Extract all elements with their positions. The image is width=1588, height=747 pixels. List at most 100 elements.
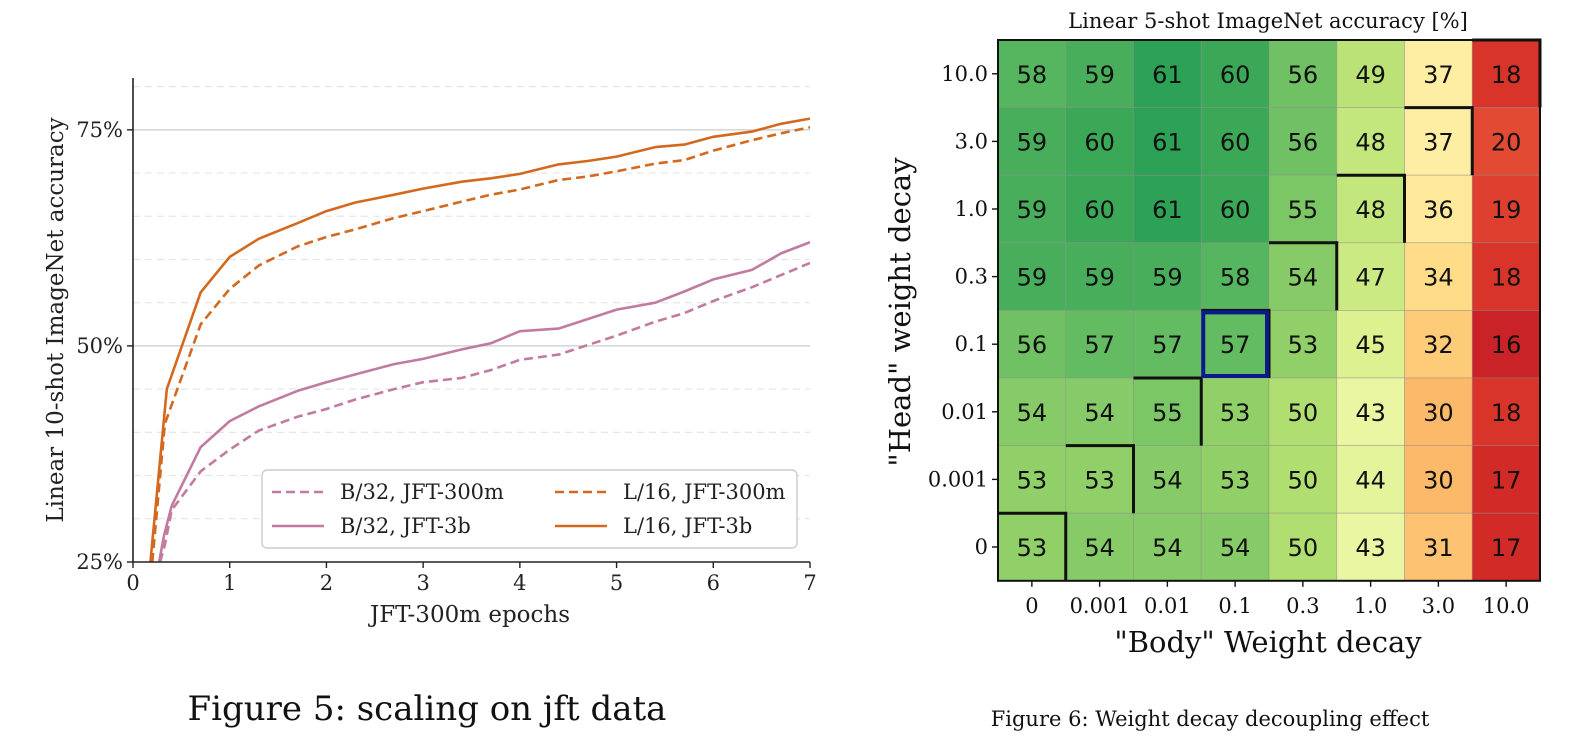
heatmap-cell: [1471, 445, 1541, 514]
cell-value-label: 60: [1220, 61, 1251, 89]
heatmap-x-tick-label: 0.3: [1286, 594, 1319, 618]
cell-value-label: 61: [1152, 128, 1183, 156]
heatmap-cell: [1268, 39, 1338, 108]
cell-value-label: 36: [1423, 196, 1454, 224]
heatmap-cell: [997, 174, 1067, 244]
cell-value-label: 30: [1423, 466, 1454, 494]
heatmap-cell: [1133, 377, 1202, 446]
cell-value-label: 53: [1017, 534, 1048, 562]
heatmap-x-axis-label: "Body" Weight decay: [1114, 625, 1422, 659]
x-tick-label: 4: [513, 571, 526, 595]
cell-value-label: 61: [1152, 196, 1183, 224]
heatmap-cell: [1268, 377, 1338, 446]
cell-value-label: 59: [1017, 196, 1048, 224]
cell-value-label: 31: [1423, 534, 1454, 562]
heatmap-cell: [997, 445, 1067, 514]
line-chart-series: [149, 117, 810, 562]
x-tick-label: 0: [126, 571, 139, 595]
heatmap-cell: [1404, 377, 1473, 446]
cell-value-label: 60: [1220, 196, 1251, 224]
heatmap-x-tick-label: 3.0: [1422, 594, 1455, 618]
heatmap-title: Linear 5-shot ImageNet accuracy [%]: [1068, 9, 1468, 33]
heatmap-x-tick-labels: 0 0.001 0.01 0.1 0.3 1.0 3.0 10.0: [1025, 580, 1530, 618]
cell-value-label: 53: [1288, 331, 1319, 359]
cell-value-label: 55: [1152, 399, 1183, 427]
cell-value-label: 59: [1017, 264, 1048, 292]
cell-value-label: 57: [1084, 331, 1115, 359]
series-line-b-32-jft-3b: [157, 240, 810, 562]
cell-value-label: 57: [1152, 331, 1183, 359]
x-tick-label: 6: [707, 571, 720, 595]
legend-box: [261, 469, 798, 549]
highlighted-cell: [1201, 310, 1269, 378]
cell-value-label: 16: [1491, 331, 1522, 359]
cell-value-label: 57: [1220, 331, 1251, 359]
cell-value-label: 60: [1084, 128, 1115, 156]
heatmap-y-tick-labels: 10.0 3.0 1.0 0.3 0.1 0.01 0.001 0: [928, 62, 998, 559]
heatmap-cell: [1471, 512, 1541, 582]
cell-value-label: 56: [1288, 61, 1319, 89]
cell-value-label: 48: [1355, 196, 1386, 224]
cell-value-label: 37: [1423, 61, 1454, 89]
heatmap-cell: [1200, 39, 1270, 108]
cell-value-label: 59: [1017, 128, 1048, 156]
cell-value-label: 55: [1288, 196, 1319, 224]
y-tick-label: 75%: [76, 118, 123, 142]
x-tick-label: 7: [803, 571, 816, 595]
cell-value-label: 59: [1084, 264, 1115, 292]
legend: B/32, JFT-300m L/16, JFT-300m B/32, JFT-3b…: [261, 469, 798, 549]
heatmap-cell: [1268, 512, 1338, 582]
y-tick-labels: 25% 50% 75%: [76, 118, 133, 574]
heatmap-cell: [1065, 39, 1134, 108]
heatmap-y-tick-label: 0: [975, 535, 988, 559]
heatmap-cell: [1404, 512, 1473, 582]
cell-value-label: 58: [1220, 264, 1251, 292]
heatmap-cell: [1471, 39, 1541, 108]
x-tick-labels: 0 1 2 3 4 5 6 7: [126, 562, 817, 595]
cell-value-label: 50: [1288, 466, 1319, 494]
heatmap-cell: [1336, 512, 1405, 582]
x-tick-label: 1: [223, 571, 236, 595]
cell-value-label: 50: [1288, 534, 1319, 562]
cell-value-label: 56: [1017, 331, 1048, 359]
heatmap-cell: [1268, 445, 1338, 514]
x-tick-label: 5: [610, 571, 623, 595]
heatmap-cell: [997, 512, 1067, 582]
legend-label: L/16, JFT-3b: [623, 514, 752, 538]
heatmap-y-tick-label: 3.0: [955, 129, 988, 153]
cell-value-label: 32: [1423, 331, 1454, 359]
y-tick-label: 50%: [76, 334, 123, 358]
heatmap-x-tick-label: 10.0: [1483, 594, 1530, 618]
heatmap-cell: [1404, 242, 1473, 311]
heatmap-y-tick-label: 1.0: [955, 197, 988, 221]
x-axis-label: JFT-300m epochs: [368, 602, 570, 628]
legend-label: B/32, JFT-3b: [340, 514, 471, 538]
heatmap-cell: [1065, 174, 1134, 244]
cell-value-label: 60: [1220, 128, 1251, 156]
x-tick-label: 3: [416, 571, 429, 595]
heatmap-x-tick-label: 0: [1025, 594, 1038, 618]
cell-value-label: 45: [1355, 331, 1386, 359]
cell-value-label: 18: [1491, 399, 1522, 427]
cell-value-label: 54: [1017, 399, 1048, 427]
heatmap-cell: [1471, 242, 1541, 311]
legend-label: L/16, JFT-300m: [623, 480, 786, 504]
heatmap-cell: [1065, 445, 1134, 514]
line-chart: 0 1 2 3 4 5 6 7 25% 50% 75% JFT-300m epochs Linea…: [43, 78, 817, 628]
cell-value-label: 18: [1491, 264, 1522, 292]
cell-value-label: 53: [1220, 399, 1251, 427]
heatmap-x-tick-label: 0.001: [1070, 594, 1130, 618]
heatmap-cell: [1065, 309, 1134, 379]
cell-value-label: 54: [1220, 534, 1251, 562]
y-axis-label: Linear 10-shot ImageNet accuracy: [43, 117, 69, 522]
heatmap-cell: [1065, 377, 1134, 446]
heatmap-cell: [1065, 512, 1134, 582]
y-tick-label: 25%: [76, 550, 123, 574]
cell-value-label: 56: [1288, 128, 1319, 156]
heatmap-cell: [1200, 174, 1270, 244]
cell-value-label: 34: [1423, 264, 1454, 292]
cell-value-label: 37: [1423, 128, 1454, 156]
heatmap-y-tick-label: 0.001: [928, 467, 988, 491]
heatmap-y-tick-label: 0.3: [955, 265, 988, 289]
cell-value-label: 60: [1084, 196, 1115, 224]
